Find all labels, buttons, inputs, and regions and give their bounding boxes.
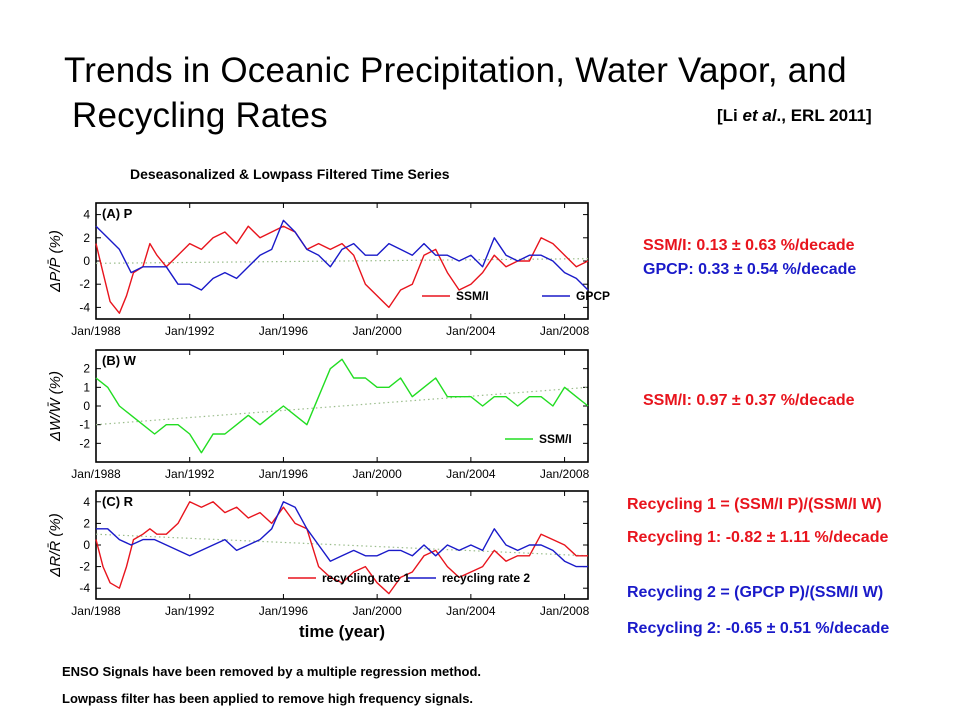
- stat-recycling1-trend: Recycling 1: -0.82 ± 1.11 %/decade: [627, 529, 889, 546]
- stat-w-ssmi: SSM/I: 0.97 ± 0.37 %/decade: [643, 392, 855, 409]
- stat-p-gpcp: GPCP: 0.33 ± 0.54 %/decade: [643, 261, 857, 278]
- x-tick-label: Jan/1988: [71, 604, 121, 618]
- title-line-1: Trends in Oceanic Precipitation, Water V…: [64, 51, 847, 90]
- trend-line: [95, 386, 589, 426]
- stat-recycling1-definition: Recycling 1 = (SSM/I P)/(SSM/I W): [627, 496, 882, 513]
- y-tick-label: 4: [83, 208, 90, 222]
- y-axis-label: ΔP/P̄ (%): [47, 230, 64, 293]
- x-tick-label: Jan/2000: [352, 604, 402, 618]
- series-line-gpcp: [95, 219, 589, 291]
- x-tick-label: Jan/2004: [446, 467, 496, 481]
- x-tick-label: Jan/2000: [352, 324, 402, 338]
- x-tick-label: Jan/2004: [446, 324, 496, 338]
- y-tick-label: -2: [79, 436, 90, 450]
- y-tick-label: 0: [83, 254, 90, 268]
- citation-open: [Li: [717, 106, 743, 125]
- series-line-ssm-i: [95, 225, 589, 314]
- legend-label: recycling rate 2: [442, 571, 530, 585]
- panel-frame: [95, 349, 589, 463]
- series-line-recycling-rate-2: [96, 501, 588, 568]
- x-tick-label: Jan/1992: [165, 324, 215, 338]
- y-tick-label: 2: [83, 231, 90, 245]
- panel-label: (A) P: [102, 206, 133, 221]
- x-tick-label: Jan/1988: [71, 467, 121, 481]
- note-enso: ENSO Signals have been removed by a mult…: [62, 664, 482, 679]
- x-tick-label: Jan/1992: [165, 467, 215, 481]
- slide-title: Trends in Oceanic Precipitation, Water V…: [64, 48, 847, 138]
- y-tick-label: 0: [83, 399, 90, 413]
- x-tick-label: Jan/2008: [540, 467, 590, 481]
- x-tick-label: Jan/2004: [446, 604, 496, 618]
- y-axis-label: ΔR/R̄ (%): [47, 513, 64, 577]
- y-tick-label: 2: [83, 362, 90, 376]
- y-tick-label: 4: [83, 495, 90, 509]
- x-tick-label: Jan/1996: [259, 324, 309, 338]
- chart-subtitle: Deseasonalized & Lowpass Filtered Time S…: [130, 166, 450, 182]
- x-tick-label: Jan/2008: [540, 324, 590, 338]
- panel-frame: [95, 202, 589, 320]
- y-tick-label: -2: [79, 560, 90, 574]
- y-tick-label: -2: [79, 277, 90, 291]
- trend-line: [95, 258, 589, 264]
- x-tick-label: Jan/2008: [540, 604, 590, 618]
- citation-close: ., ERL 2011]: [776, 106, 872, 125]
- legend-label: SSM/I: [539, 432, 572, 446]
- y-tick-label: -4: [79, 300, 90, 314]
- series-line-recycling-rate-1: [95, 501, 588, 595]
- x-tick-label: Jan/1992: [165, 604, 215, 618]
- legend-label: recycling rate 1: [322, 571, 410, 585]
- legend-label: SSM/I: [456, 289, 489, 303]
- title-line-2: Recycling Rates: [72, 96, 328, 135]
- y-tick-label: 2: [83, 516, 90, 530]
- x-tick-label: Jan/1988: [71, 324, 121, 338]
- x-tick-label: Jan/2000: [352, 467, 402, 481]
- x-axis-label: time (year): [299, 622, 385, 641]
- trend-line: [95, 533, 589, 557]
- citation: [Li et al., ERL 2011]: [717, 106, 872, 126]
- y-tick-label: 1: [83, 380, 90, 394]
- y-tick-label: -1: [79, 418, 90, 432]
- stat-recycling2-trend: Recycling 2: -0.65 ± 0.51 %/decade: [627, 620, 890, 637]
- series-line-ssm-i: [95, 358, 589, 454]
- x-tick-label: Jan/1996: [259, 467, 309, 481]
- citation-etal: et al: [742, 106, 777, 125]
- stat-recycling2-definition: Recycling 2 = (GPCP P)/(SSM/I W): [627, 584, 884, 601]
- y-tick-label: 0: [83, 538, 90, 552]
- stat-p-ssmi: SSM/I: 0.13 ± 0.63 %/decade: [643, 237, 855, 254]
- x-tick-label: Jan/1996: [259, 604, 309, 618]
- y-tick-label: -4: [79, 581, 90, 595]
- panel-label: (B) W: [102, 353, 137, 368]
- note-lowpass: Lowpass filter has been applied to remov…: [62, 691, 474, 706]
- legend-label: GPCP: [576, 289, 610, 303]
- y-axis-label: ΔW/W̄ (%): [47, 371, 64, 442]
- panel-label: (C) R: [102, 494, 134, 509]
